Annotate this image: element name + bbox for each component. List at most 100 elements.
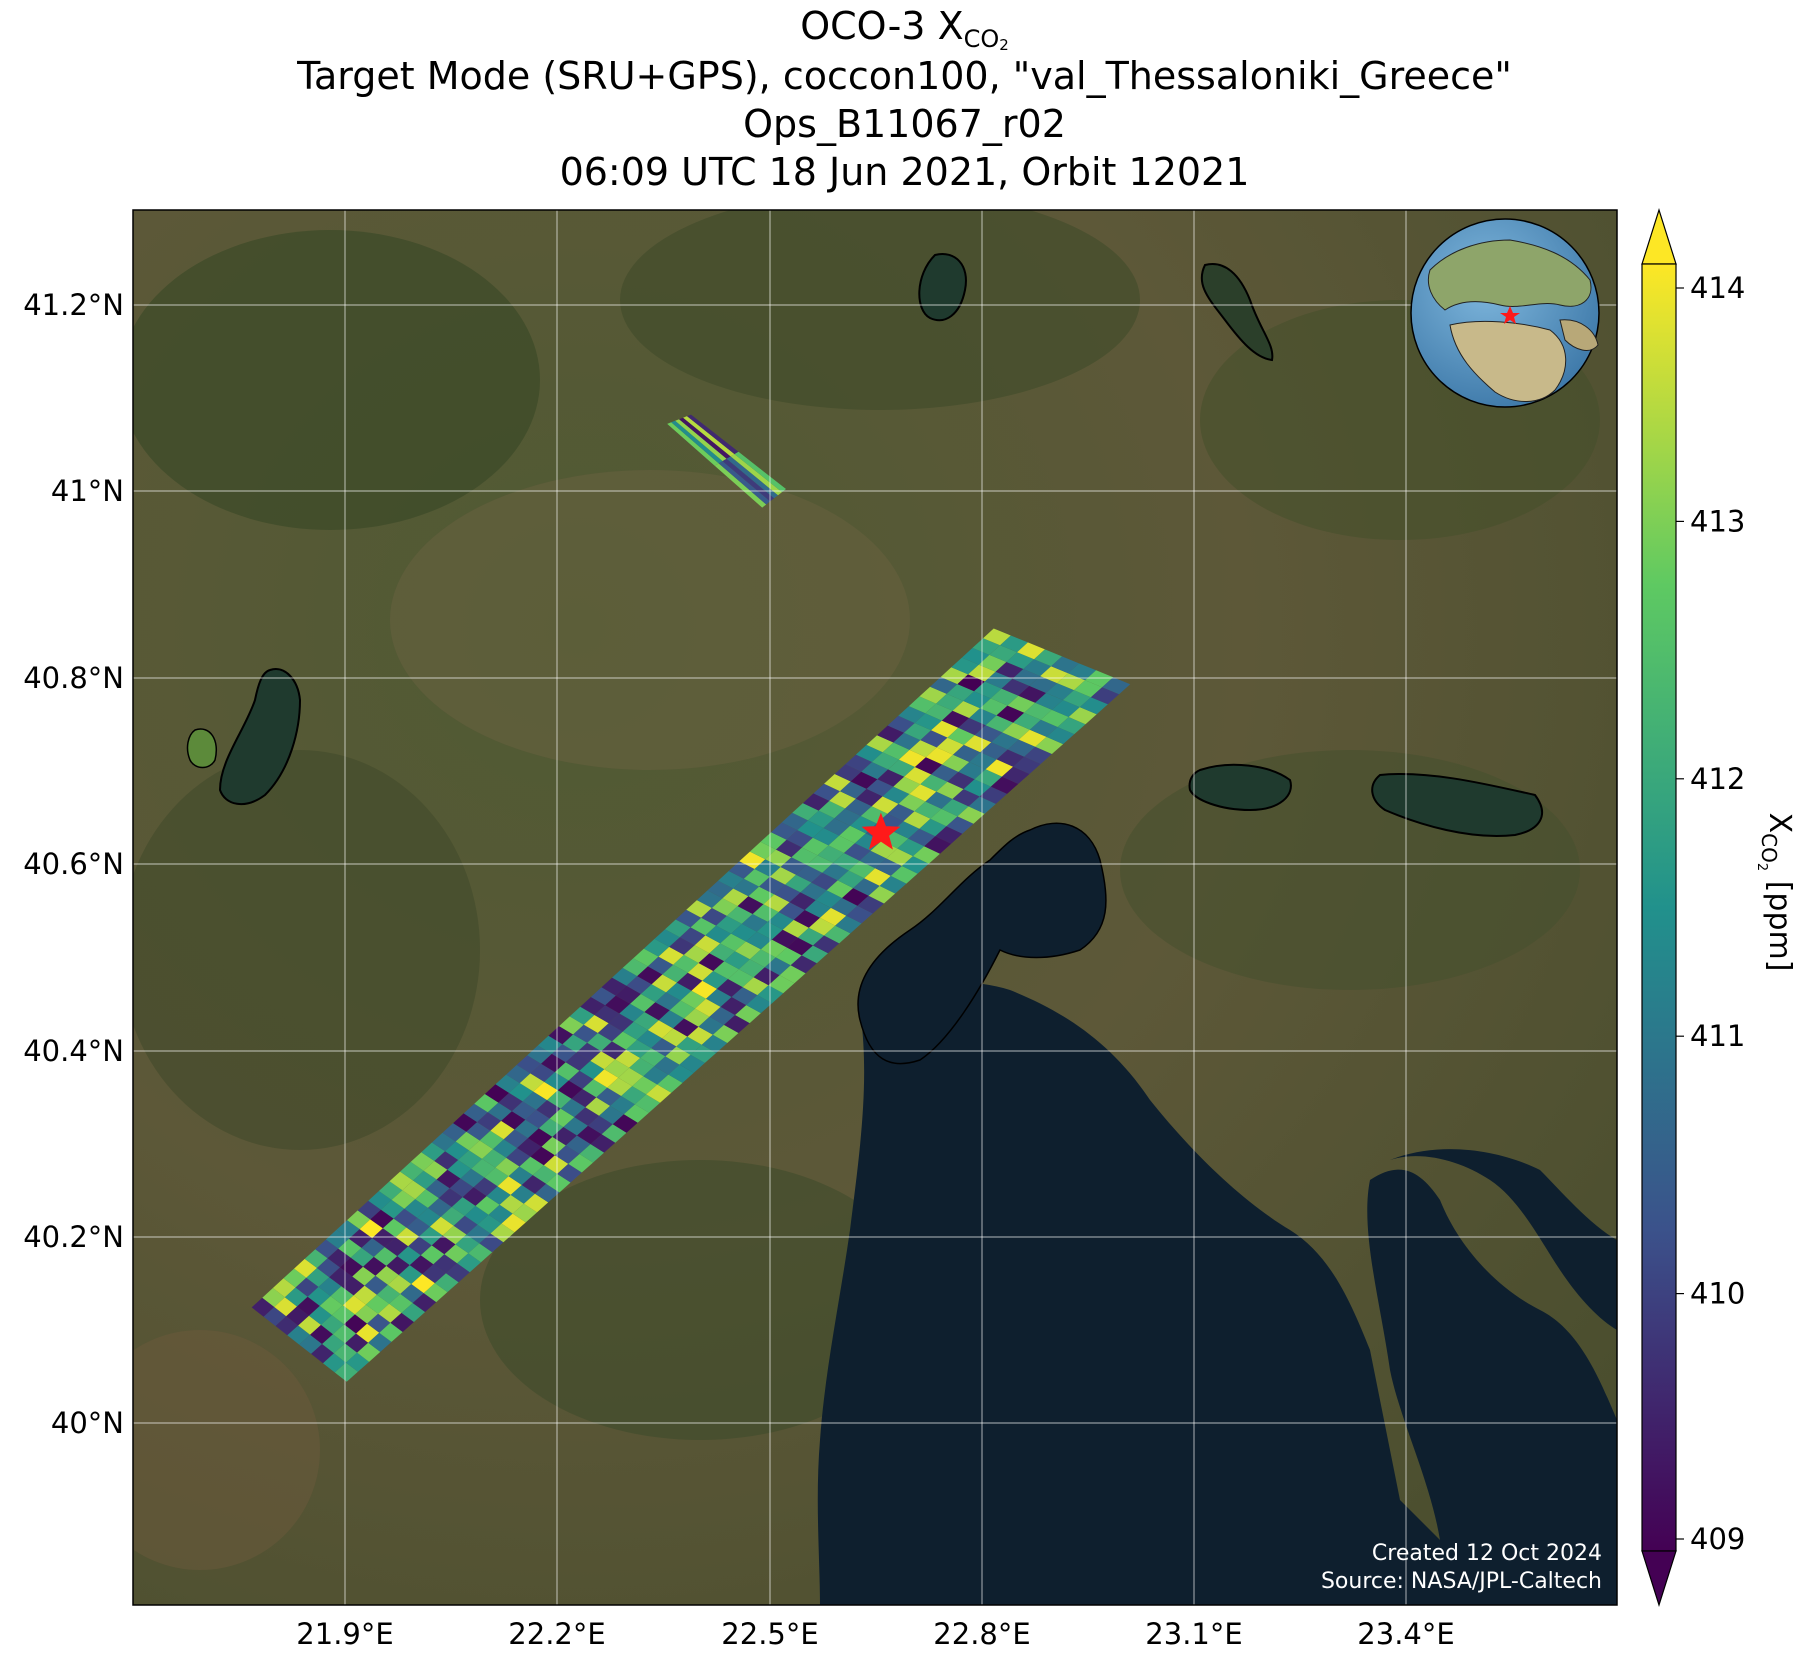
xco2-sounding-cell [925,791,953,809]
xco2-sounding-cell [501,1213,526,1233]
xco2-sounding-cell [946,684,975,701]
xco2-sounding-cell [818,800,846,819]
xco2-sounding-cell [718,871,744,889]
xco2-sounding-cell [390,1312,414,1332]
xco2-sounding-cell [957,806,985,824]
xco2-sounding-cell [1013,756,1041,774]
xco2-sounding-cell [817,845,844,863]
xco2-sounding-cell [834,764,862,782]
xco2-sounding-cell [356,1323,380,1343]
xco2-sounding-cell [1006,652,1035,669]
xco2-sounding-cell [445,1141,469,1160]
xco2-sounding-cell [590,1134,616,1153]
xco2-sounding-cell [347,1210,371,1230]
xco2-sounding-cell [1046,727,1075,745]
xco2-sounding-cell [984,671,1013,689]
xco2-sounding-cell [952,789,980,807]
xco2-sounding-cell [1029,719,1058,737]
xco2-sounding-cell [904,723,932,741]
xco2-sounding-cell [785,874,812,893]
xco2-sounding-cell [837,870,865,889]
xco2-sounding-cell [468,1140,493,1159]
xco2-sounding-cell [477,1112,502,1131]
xco2-sounding-cell [406,1217,430,1237]
xco2-sounding-cell [547,1090,572,1109]
latitude-ticks: 41.2°N 41°N 40.8°N 40.6°N 40.4°N 40.2°N … [23,288,124,1440]
xco2-sounding-cell [778,902,805,920]
xco2-sounding-cell [557,1163,582,1183]
xco2-sounding-cell [1040,666,1069,684]
xco2-sounding-cell [501,1111,526,1130]
xco2-sounding-cell [738,959,765,978]
colorbar-tick-label: 412 [1690,762,1745,796]
xco2-sounding-cell [857,895,884,914]
xco2-sounding-cell [701,908,727,926]
xco2-sounding-cell [985,759,1014,777]
xco2-sounding-cell [318,1277,342,1297]
xco2-sounding-cell [752,904,779,922]
xco2-sounding-cell [694,935,721,954]
xco2-sounding-cell [1046,683,1074,700]
lat-tick-label: 40.4°N [23,1034,124,1068]
xco2-sounding-cell [499,1194,524,1214]
xco2-sounding-cell [640,1048,666,1067]
xco2-sounding-cell [786,937,813,956]
lon-tick-label: 23.4°E [1357,1617,1454,1651]
xco2-sounding-cell [512,1203,537,1223]
xco2-sounding-cell [812,828,840,846]
xco2-sounding-cell [813,935,840,954]
xco2-sounding-cell [647,956,674,975]
xco2-sounding-cell [1068,663,1097,681]
xco2-sounding-cell [774,884,801,903]
xco2-sounding-cell [1057,717,1086,735]
colorbar-tick-label: 413 [1690,504,1745,538]
lake [1200,263,1274,362]
xco2-sounding-cell [430,1216,454,1236]
xco2-sounding-cell [748,886,775,905]
xco2-sounding-cell [823,818,851,836]
xco2-sounding-cell [400,1161,424,1181]
xco2-sounding-cell [530,1146,555,1166]
xco2-sounding-cell [753,967,780,986]
xco2-sounding-cell [580,997,606,1015]
xco2-sounding-cell [449,1178,474,1198]
xco2-sounding-cell [702,971,728,989]
xco2-sounding-cell [733,878,760,897]
xco2-sounding-cell [781,812,808,831]
xco2-sounding-cell [522,1091,548,1110]
xco2-sounding-cell [662,1028,688,1047]
xco2-sounding-cell [451,1197,476,1216]
xco2-sounding-cell [601,977,627,996]
xco2-sounding-cell [991,732,1019,750]
xco2-sounding-cell [765,849,792,867]
xco2-sounding-cell [571,1089,597,1108]
xco2-sounding-cell [655,992,681,1011]
xco2-sounding-cell [1002,722,1030,740]
xco2-sounding-cell [716,915,742,934]
xco2-sounding-cell [658,946,684,965]
xco2-sounding-cell [263,1307,287,1326]
xco2-sounding-cell [684,1008,710,1027]
xco2-sounding-cell [306,1268,330,1287]
xco2-sounding-cell [643,1066,669,1085]
xco2-sounding-cell [840,781,867,799]
xco2-sounding-cell [294,1258,317,1278]
xco2-sounding-cell [654,929,680,947]
xco2-sounding-cell [378,1181,403,1200]
xco2-sounding-cell [728,969,754,988]
xco2-sounding-cell [855,744,883,762]
xco2-sounding-cell [925,747,953,765]
xco2-sounding-cell [482,1149,507,1168]
xco2-sounding-cell [705,925,732,944]
xco2-sounding-cell [811,872,838,891]
xco2-sounding-cell [691,980,717,999]
xco2-sounding-cell [644,1002,670,1021]
xco2-sounding-cell [846,905,873,924]
xco2-sounding-cell [866,779,894,797]
xco2-sounding-cell [775,947,802,966]
xco2-sounding-cell [329,1267,353,1287]
xco2-sounding-cell [848,860,876,879]
xco2-sounding-cell [730,454,782,496]
xco2-sounding-cell [304,1249,328,1268]
xco2-sounding-cell [612,1114,638,1133]
